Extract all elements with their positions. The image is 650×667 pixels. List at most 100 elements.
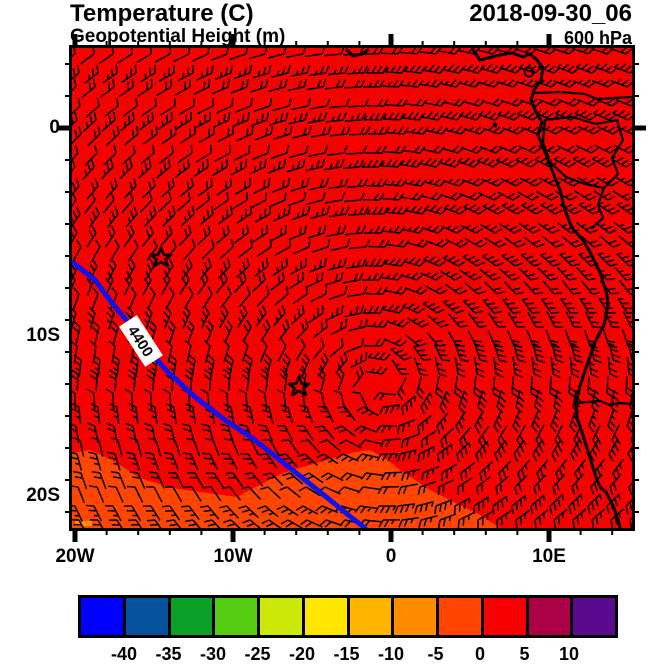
wind-barb (308, 304, 324, 324)
wind-barb (417, 445, 435, 463)
wind-barb (282, 472, 304, 485)
wind-barb (72, 178, 80, 197)
wind-barb (437, 478, 455, 496)
wind-barb (289, 225, 307, 241)
wind-barb (459, 110, 483, 121)
wind-barb (223, 519, 241, 528)
wind-barb (540, 126, 563, 135)
wind-barb (401, 395, 417, 416)
wind-barb (142, 505, 161, 521)
wind-barb (507, 312, 526, 328)
wind-barb (506, 329, 523, 348)
wind-barb (347, 98, 370, 108)
wind-barb (596, 98, 619, 107)
wind-barb (255, 305, 267, 328)
wind-barb (220, 286, 232, 309)
island-dot (492, 122, 498, 128)
wind-barb (202, 486, 222, 502)
wind-barb (98, 48, 114, 65)
wind-barb (474, 410, 484, 434)
wind-barb (464, 282, 486, 295)
wind-barb (183, 239, 196, 261)
wind-barb (346, 178, 369, 188)
wind-barb (550, 409, 559, 433)
wind-barb (534, 390, 544, 413)
wind-barb (267, 158, 287, 174)
colorbar-tick-label: -15 (333, 644, 360, 664)
wind-barb (181, 258, 193, 281)
wind-barb (72, 206, 81, 228)
y-axis-tick-label: 10S (26, 325, 60, 346)
wind-barb (72, 274, 76, 290)
wind-barb (523, 236, 545, 248)
wind-barb (324, 272, 344, 286)
wind-barb (306, 271, 324, 288)
wind-barb (233, 64, 253, 80)
wind-barb (280, 519, 304, 528)
wind-barb (238, 286, 251, 308)
wind-barb (310, 98, 331, 110)
wind-barb (439, 79, 462, 88)
wind-barb (418, 515, 438, 528)
wind-barb (290, 178, 310, 192)
wind-barb (72, 470, 88, 490)
wind-barb (277, 453, 298, 468)
wind-barb (337, 406, 356, 422)
wind-barb (122, 98, 138, 117)
colorbar-cell (81, 598, 126, 635)
wind-barb (176, 111, 192, 130)
wind-barb (400, 272, 424, 281)
wind-barb (385, 98, 409, 107)
wind-barb (572, 79, 596, 88)
wind-barb (457, 511, 475, 528)
wind-barb (185, 403, 197, 424)
wind-barb (298, 486, 321, 497)
wind-barb (581, 280, 601, 295)
wind-barb (476, 157, 500, 168)
colorbar-cell (125, 598, 171, 635)
wind-barb (287, 79, 308, 92)
wind-barb (79, 48, 95, 65)
wind-barb (363, 112, 386, 121)
wind-barb (290, 257, 308, 275)
wind-barb (498, 268, 520, 281)
wind-barb (629, 517, 632, 528)
wind-barb (280, 439, 300, 455)
wind-barb (365, 65, 388, 74)
wind-barb (440, 270, 463, 281)
wind-barb (276, 424, 294, 442)
wind-barb (346, 65, 369, 75)
wind-barb (158, 192, 172, 213)
wind-barb (108, 519, 123, 528)
wind-barb (142, 272, 152, 296)
wind-barb (242, 519, 261, 528)
wind-barb (148, 437, 162, 457)
wind-barb (237, 305, 248, 328)
wind-barb (270, 224, 288, 242)
wind-barb (242, 438, 260, 456)
wind-barb (523, 280, 544, 295)
wind-barb (492, 495, 508, 515)
wind-barb (458, 79, 482, 88)
wind-barb (272, 98, 292, 112)
wind-barb (268, 79, 288, 93)
wind-barb (110, 320, 119, 344)
wind-barb (310, 206, 330, 220)
wind-barb (167, 320, 176, 344)
wind-barb (417, 414, 432, 435)
wind-barb (467, 330, 485, 348)
wind-barb (82, 112, 97, 132)
wind-barb (109, 403, 120, 424)
wind-barb (591, 508, 606, 528)
wind-barb (519, 177, 543, 187)
wind-barb (102, 192, 115, 214)
wind-barb (72, 504, 83, 522)
wind-barb (85, 504, 103, 522)
wind-barb (72, 321, 81, 344)
wind-barb (81, 78, 96, 99)
wind-barb (89, 519, 104, 528)
wind-barb (572, 155, 596, 168)
colorbar-cell (260, 598, 305, 635)
wind-barb (126, 451, 141, 471)
wind-barb (630, 436, 632, 443)
